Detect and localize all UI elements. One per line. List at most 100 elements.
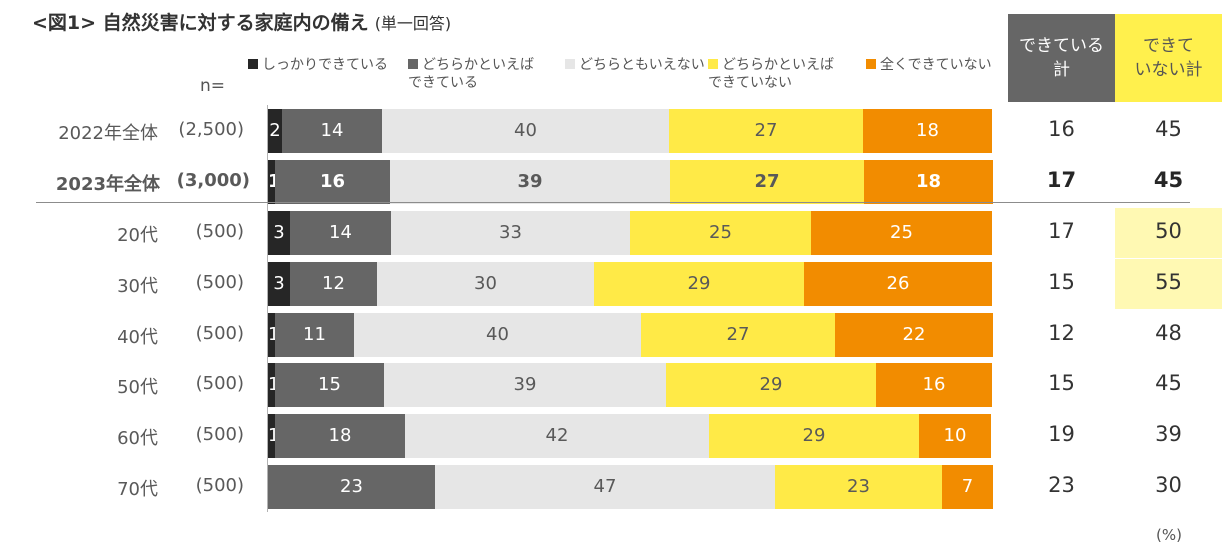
- legend-label-4-2: できていない: [708, 75, 792, 91]
- legend-swatch-3: [565, 59, 575, 69]
- bar-segment: 7: [942, 465, 993, 509]
- bar-segment: 33: [391, 211, 630, 255]
- bar-segment: 1: [268, 414, 279, 458]
- bar-segment: 1: [268, 160, 281, 204]
- bar-segment: 2: [268, 109, 282, 153]
- no-total-header-line1: できて: [1143, 36, 1194, 56]
- chart-subtitle: (単一回答): [374, 14, 452, 33]
- legend-label-4-1: どちらかといえば: [722, 57, 834, 73]
- bar-segment: 29: [594, 262, 804, 306]
- legend-label-3-1: どちらともいえない: [579, 57, 705, 73]
- row-label: 40代: [117, 327, 158, 348]
- row-n-label: (3,000): [176, 170, 250, 191]
- row-n-label: (500): [195, 323, 244, 344]
- no-total-value: 48: [1155, 321, 1182, 345]
- row-n-label: (500): [195, 373, 244, 394]
- bar-segment: 39: [390, 160, 670, 204]
- legend-item-3: どちらともいえない: [565, 56, 705, 74]
- bar-segment: 22: [835, 313, 993, 357]
- unit-label: (%): [1156, 526, 1182, 544]
- legend-label-2-2: できている: [408, 75, 478, 91]
- yes-total-header-line1: できている: [1019, 36, 1104, 56]
- bar-segment: 23: [775, 465, 942, 509]
- legend-item-4: どちらかといえばできていない: [708, 56, 834, 92]
- bar-segment: 18: [275, 414, 405, 458]
- highlight-cell-30s: [1115, 259, 1222, 309]
- bar-segment: 14: [282, 109, 382, 153]
- no-total-header: できて いない計: [1115, 14, 1222, 102]
- legend-item-1: しっかりできている: [248, 56, 388, 74]
- bar-segment: 30: [377, 262, 594, 306]
- bar-segment: 39: [384, 363, 666, 407]
- yes-total-value: 17: [1048, 219, 1075, 243]
- yes-total-value: 16: [1048, 117, 1075, 141]
- bar-segment: 3: [268, 262, 290, 306]
- row-n-label: (500): [195, 221, 244, 242]
- yes-total-value: 17: [1046, 168, 1077, 192]
- category-axis-line: [267, 105, 268, 512]
- bar-segment: 25: [811, 211, 992, 255]
- bar-segment: 11: [275, 313, 354, 357]
- legend-item-5: 全くできていない: [866, 56, 992, 74]
- row-label: 50代: [117, 377, 158, 398]
- bar-segment: 3: [268, 211, 290, 255]
- row-n-label: (500): [195, 475, 244, 496]
- bar-segment: 10: [919, 414, 991, 458]
- bar-segment: 47: [435, 465, 775, 509]
- bar-segment: 42: [405, 414, 709, 458]
- bar-segment: 1: [268, 313, 279, 357]
- bar-segment: 18: [864, 160, 993, 204]
- bar-segment: 16: [876, 363, 992, 407]
- legend-label-1-1: しっかりできている: [262, 57, 388, 73]
- legend-label-2-1: どちらかといえば: [422, 57, 534, 73]
- bar-segment: 27: [670, 160, 864, 204]
- bar-segment: 16: [275, 160, 390, 204]
- row-n-label: (500): [195, 272, 244, 293]
- no-total-value: 30: [1155, 473, 1182, 497]
- row-label: 60代: [117, 428, 158, 449]
- bar-segment: 29: [666, 363, 876, 407]
- yes-total-value: 19: [1048, 422, 1075, 446]
- bar-segment: 40: [382, 109, 669, 153]
- row-label: 2022年全体: [58, 123, 158, 144]
- separator-line: [36, 202, 1190, 203]
- bar-segment: 27: [641, 313, 835, 357]
- bar-segment: 29: [709, 414, 919, 458]
- yes-total-value: 15: [1048, 371, 1075, 395]
- bar-segment: 26: [804, 262, 992, 306]
- bar-segment: 27: [669, 109, 863, 153]
- no-total-value: 50: [1155, 219, 1182, 243]
- yes-total-header-line2: 計: [1053, 60, 1070, 80]
- yes-total-value: 15: [1048, 270, 1075, 294]
- no-total-value: 45: [1153, 168, 1184, 192]
- row-n-label: (500): [195, 424, 244, 445]
- yes-total-value: 23: [1048, 473, 1075, 497]
- bar-segment: 15: [275, 363, 384, 407]
- bar-segment: 1: [268, 363, 279, 407]
- legend-swatch-2: [408, 59, 418, 69]
- legend-swatch-4: [708, 59, 718, 69]
- bar-segment: 14: [290, 211, 391, 255]
- no-total-header-line2: いない計: [1134, 60, 1203, 80]
- bar-segment: 23: [268, 465, 435, 509]
- bar-segment: 25: [630, 211, 811, 255]
- bar-segment: 12: [290, 262, 377, 306]
- row-label: 30代: [117, 276, 158, 297]
- chart-title: <図1> 自然災害に対する家庭内の備え (単一回答): [32, 12, 452, 34]
- no-total-value: 45: [1155, 371, 1182, 395]
- n-label: n=: [200, 76, 226, 96]
- row-n-label: (2,500): [178, 119, 244, 140]
- legend-label-5-1: 全くできていない: [880, 57, 992, 73]
- row-label: 70代: [117, 479, 158, 500]
- row-label: 2023年全体: [55, 174, 160, 195]
- no-total-value: 45: [1155, 117, 1182, 141]
- legend-swatch-1: [248, 59, 258, 69]
- no-total-value: 39: [1155, 422, 1182, 446]
- no-total-value: 55: [1155, 270, 1182, 294]
- row-label: 20代: [117, 225, 158, 246]
- legend-item-2: どちらかといえばできている: [408, 56, 534, 92]
- bar-segment: 18: [863, 109, 992, 153]
- highlight-cell-20s: [1115, 208, 1222, 258]
- legend-swatch-5: [866, 59, 876, 69]
- bar-segment: 40: [354, 313, 641, 357]
